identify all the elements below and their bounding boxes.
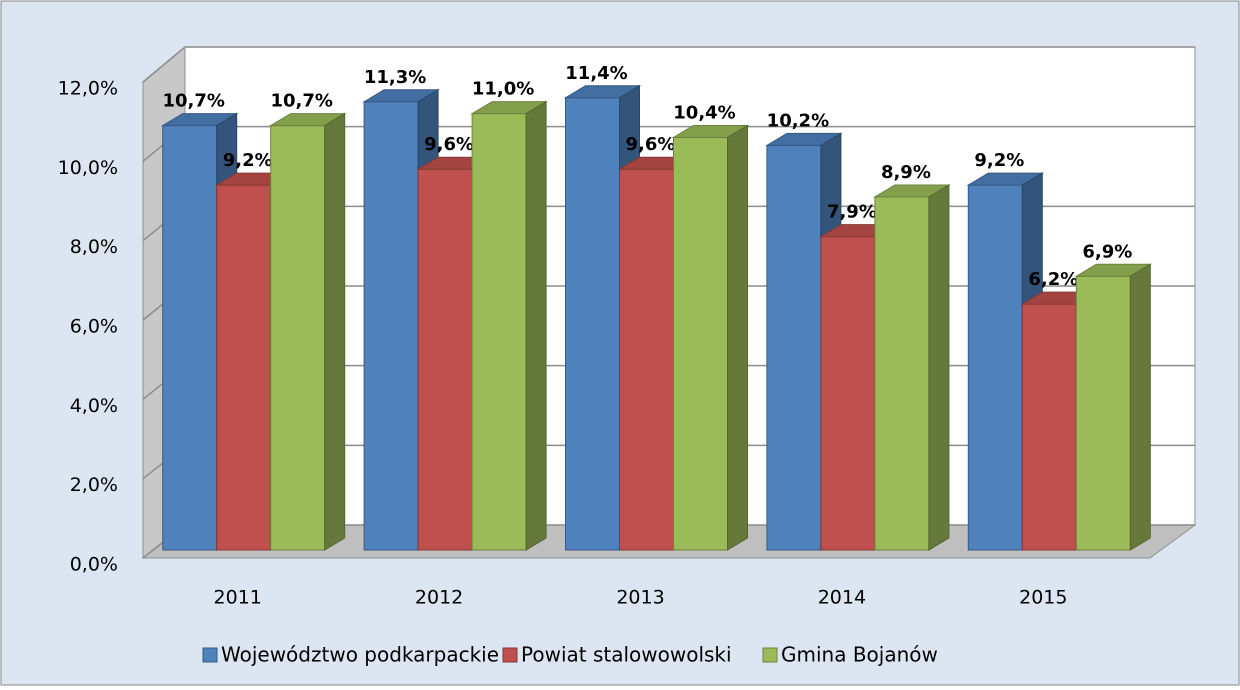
y-tick-label: 10,0%: [58, 157, 118, 179]
x-tick-label: 2012: [415, 587, 463, 609]
data-label: 10,2%: [767, 110, 829, 131]
y-tick-label: 12,0%: [58, 78, 118, 100]
bar: [417, 168, 473, 551]
bar: [363, 101, 419, 551]
data-label: 10,7%: [270, 91, 332, 112]
bar: [162, 125, 218, 551]
bar-side: [727, 124, 748, 551]
data-label: 11,0%: [472, 79, 534, 100]
y-tick-label: 0,0%: [70, 554, 118, 576]
data-label: 7,9%: [827, 202, 877, 223]
bar: [619, 168, 674, 551]
y-tick-label: 8,0%: [70, 236, 118, 258]
grid-line: [142, 46, 186, 83]
data-label: 9,2%: [974, 150, 1024, 171]
y-tick-label: 2,0%: [70, 474, 118, 496]
bar: [766, 144, 822, 551]
bar: [1021, 303, 1077, 551]
bar: [565, 97, 620, 551]
bar-side: [525, 100, 547, 551]
bar: [1075, 275, 1131, 551]
legend-swatch: [762, 647, 778, 663]
bar-side: [324, 112, 346, 551]
legend-swatch: [202, 647, 218, 663]
data-label: 10,4%: [673, 102, 735, 123]
bar: [673, 136, 728, 551]
data-label: 9,6%: [424, 134, 474, 155]
data-label: 10,7%: [162, 91, 224, 112]
bar: [967, 184, 1023, 551]
bar: [471, 113, 527, 551]
bar: [874, 196, 930, 551]
legend-label: Powiat stalowowolski: [521, 643, 732, 667]
bar: [270, 125, 326, 551]
data-label: 9,2%: [223, 150, 273, 171]
x-tick-label: 2014: [818, 587, 866, 609]
bar: [820, 236, 876, 551]
x-tick-label: 2015: [1019, 587, 1067, 609]
x-tick-label: 2011: [214, 587, 262, 609]
data-label: 9,6%: [626, 134, 676, 155]
data-label: 6,2%: [1028, 269, 1078, 290]
legend-swatch: [502, 647, 518, 663]
legend-label: Województwo podkarpackie: [221, 643, 499, 667]
data-label: 11,4%: [565, 63, 627, 84]
data-label: 11,3%: [364, 67, 426, 88]
bar: [216, 184, 272, 551]
bar-side: [928, 184, 950, 551]
y-tick-label: 4,0%: [70, 395, 118, 417]
data-label: 8,9%: [881, 162, 931, 183]
data-label: 6,9%: [1082, 241, 1132, 262]
x-tick-label: 2013: [616, 587, 664, 609]
bar-side: [1129, 263, 1151, 551]
y-tick-label: 6,0%: [70, 316, 118, 338]
legend-label: Gmina Bojanów: [781, 643, 938, 667]
